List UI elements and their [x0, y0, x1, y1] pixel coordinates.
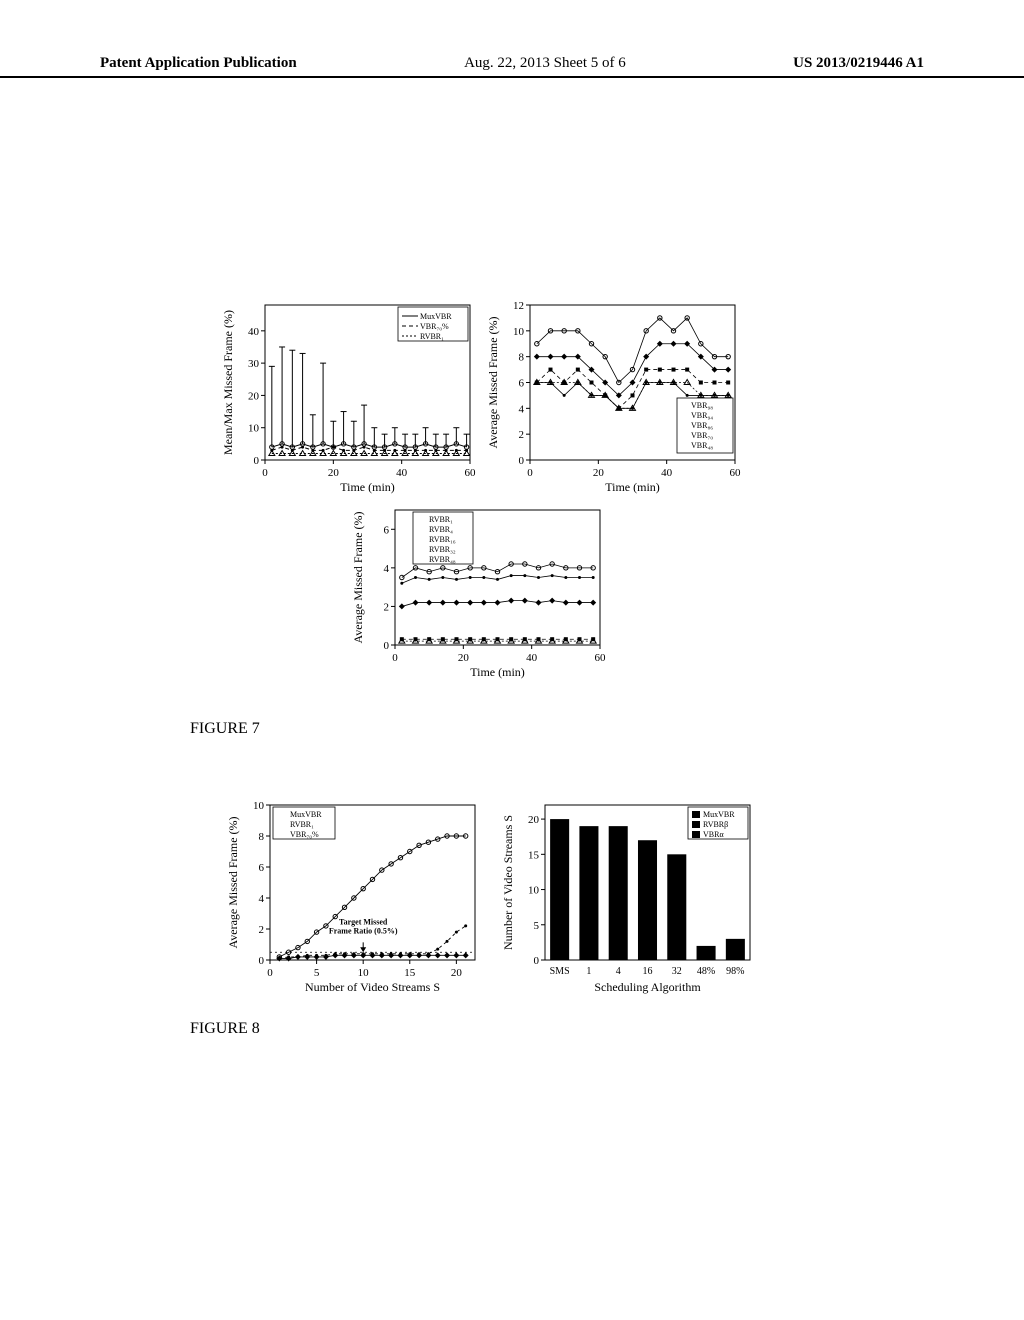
svg-text:5: 5	[314, 967, 320, 979]
svg-text:RVBR₁: RVBR₁	[429, 515, 453, 524]
svg-text:10: 10	[253, 800, 265, 812]
svg-text:6: 6	[259, 862, 265, 874]
svg-text:0: 0	[267, 967, 273, 979]
svg-text:10: 10	[513, 326, 525, 338]
figure-8-caption: FIGURE 8	[190, 1020, 260, 1038]
fig8-chart-b: 0 5 10 15 20 SMS 1 4 16 32 48% 98% Scheduling Algori…	[500, 795, 760, 995]
svg-text:5: 5	[534, 920, 540, 932]
svg-text:10: 10	[248, 423, 260, 435]
svg-text:0: 0	[519, 455, 525, 467]
svg-text:MuxVBR: MuxVBR	[703, 810, 735, 819]
svg-text:0: 0	[262, 467, 268, 479]
svg-text:Mean/Max Missed Frame (%): Mean/Max Missed Frame (%)	[221, 310, 235, 455]
fig7-chart-b: 0 2 4 6 8 10 12 0 20 40 60 Time (min) Average Missed…	[485, 295, 745, 495]
svg-text:VBR₇₀: VBR₇₀	[691, 431, 713, 440]
svg-text:MuxVBR: MuxVBR	[290, 810, 322, 819]
svg-text:Number of Video Streams S: Number of Video Streams S	[305, 980, 440, 994]
fig7-chart-c: 02460204060Time (min)Average Missed Fram…	[350, 500, 610, 680]
svg-text:0: 0	[254, 455, 260, 467]
svg-text:Scheduling Algorithm: Scheduling Algorithm	[594, 980, 701, 994]
svg-text:40: 40	[526, 652, 538, 664]
svg-text:98%: 98%	[726, 966, 744, 977]
svg-text:32: 32	[672, 966, 682, 977]
svg-text:60: 60	[465, 467, 477, 479]
svg-text:6: 6	[519, 378, 525, 390]
svg-text:Frame Ratio (0.5%): Frame Ratio (0.5%)	[329, 926, 398, 935]
svg-text:20: 20	[593, 467, 605, 479]
svg-text:16: 16	[643, 966, 653, 977]
svg-text:VBR₈₆: VBR₈₆	[691, 421, 713, 430]
svg-text:0: 0	[392, 652, 398, 664]
header-publication: Patent Application Publication	[100, 55, 297, 72]
svg-text:8: 8	[519, 352, 525, 364]
header-patent-number: US 2013/0219446 A1	[793, 55, 924, 72]
svg-text:6: 6	[384, 524, 390, 536]
svg-text:1: 1	[586, 966, 591, 977]
svg-text:RVBR₃₂: RVBR₃₂	[429, 545, 456, 554]
svg-text:2: 2	[384, 601, 390, 613]
svg-text:Average Missed Frame (%): Average Missed Frame (%)	[351, 511, 365, 643]
svg-text:Time (min): Time (min)	[470, 665, 525, 679]
svg-text:RVBRβ: RVBRβ	[703, 820, 728, 829]
svg-text:0: 0	[384, 640, 390, 652]
svg-text:10: 10	[358, 967, 370, 979]
svg-text:20: 20	[451, 967, 463, 979]
svg-text:VBR₉₈: VBR₉₈	[691, 401, 713, 410]
svg-text:Number of Video Streams S: Number of Video Streams S	[501, 815, 515, 950]
svg-text:4: 4	[259, 893, 265, 905]
svg-text:60: 60	[595, 652, 607, 664]
svg-text:RVBR₁: RVBR₁	[420, 332, 444, 341]
svg-text:40: 40	[248, 326, 260, 338]
svg-text:MuxVBR: MuxVBR	[420, 312, 452, 321]
svg-text:RVBR₁: RVBR₁	[290, 820, 314, 829]
fig7-chart-a: 0 10 20 30 40 0 20 40 60 Time (min) Mean/Max Misse…	[220, 295, 480, 495]
svg-text:20: 20	[248, 390, 260, 402]
svg-text:40: 40	[396, 467, 408, 479]
svg-text:2: 2	[519, 429, 525, 441]
svg-text:8: 8	[259, 831, 265, 843]
svg-text:Average Missed Frame (%): Average Missed Frame (%)	[486, 316, 500, 448]
svg-text:Time (min): Time (min)	[605, 480, 660, 494]
svg-text:VBRα: VBRα	[703, 830, 724, 839]
header-sheet: Aug. 22, 2013 Sheet 5 of 6	[464, 55, 626, 72]
svg-text:4: 4	[384, 563, 390, 575]
svg-text:Time (min): Time (min)	[340, 480, 395, 494]
svg-text:RVBR₁₆: RVBR₁₆	[429, 535, 456, 544]
svg-text:12: 12	[513, 300, 524, 312]
svg-text:0: 0	[527, 467, 533, 479]
svg-text:SMS: SMS	[550, 966, 570, 977]
svg-text:RVBR₄₈: RVBR₄₈	[429, 555, 456, 564]
svg-text:10: 10	[528, 885, 540, 897]
svg-text:30: 30	[248, 358, 260, 370]
svg-text:VBR₄₈: VBR₄₈	[691, 441, 713, 450]
svg-text:2: 2	[259, 924, 265, 936]
svg-text:RVBR₄: RVBR₄	[429, 525, 453, 534]
svg-text:VBR₉₄: VBR₉₄	[691, 411, 713, 420]
svg-text:40: 40	[661, 467, 673, 479]
svg-text:15: 15	[528, 849, 540, 861]
svg-text:VBR₇₀%: VBR₇₀%	[420, 322, 449, 331]
svg-text:4: 4	[616, 966, 621, 977]
svg-text:0: 0	[534, 955, 540, 967]
svg-text:15: 15	[404, 967, 416, 979]
svg-text:48%: 48%	[697, 966, 715, 977]
svg-text:60: 60	[730, 467, 742, 479]
patent-header: Patent Application Publication Aug. 22, …	[0, 55, 1024, 78]
svg-text:Average Missed Frame (%): Average Missed Frame (%)	[226, 816, 240, 948]
svg-text:20: 20	[328, 467, 340, 479]
svg-text:0: 0	[259, 955, 265, 967]
svg-text:4: 4	[519, 403, 525, 415]
svg-text:20: 20	[528, 814, 540, 826]
fig8-chart-a: 0 2 4 6 8 10 0 5 10 15 20 Number of Video Streams S…	[225, 795, 485, 995]
svg-text:20: 20	[458, 652, 470, 664]
figure-7-caption: FIGURE 7	[190, 720, 260, 738]
svg-text:Target Missed: Target Missed	[339, 917, 388, 926]
svg-text:VBR₇₀%: VBR₇₀%	[290, 830, 319, 839]
